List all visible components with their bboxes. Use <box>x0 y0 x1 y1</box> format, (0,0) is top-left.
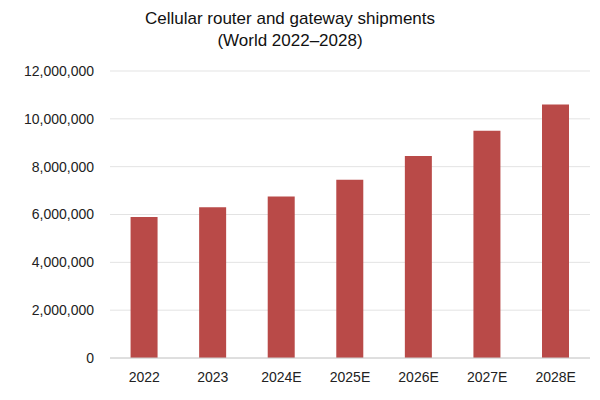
svg-text:2023: 2023 <box>197 369 228 385</box>
svg-text:2024E: 2024E <box>261 369 301 385</box>
svg-text:2022: 2022 <box>129 369 160 385</box>
svg-text:2028E: 2028E <box>535 369 575 385</box>
html-text:Cellular router and gateway sh: Cellular router and gateway shipments <box>144 9 435 28</box>
svg-text:2027E: 2027E <box>467 369 507 385</box>
svg-text:6,000,000: 6,000,000 <box>32 206 94 222</box>
svg-text:12,000,000: 12,000,000 <box>24 63 94 79</box>
svg-text:8,000,000: 8,000,000 <box>32 159 94 175</box>
svg-text:2,000,000: 2,000,000 <box>32 302 94 318</box>
svg-text:10,000,000: 10,000,000 <box>24 111 94 127</box>
svg-text:4,000,000: 4,000,000 <box>32 254 94 270</box>
svg-text:2025E: 2025E <box>330 369 370 385</box>
html-text:(World 2022–2028): (World 2022–2028) <box>217 31 363 50</box>
svg-text:2026E: 2026E <box>398 369 438 385</box>
svg-text:0: 0 <box>86 350 94 366</box>
